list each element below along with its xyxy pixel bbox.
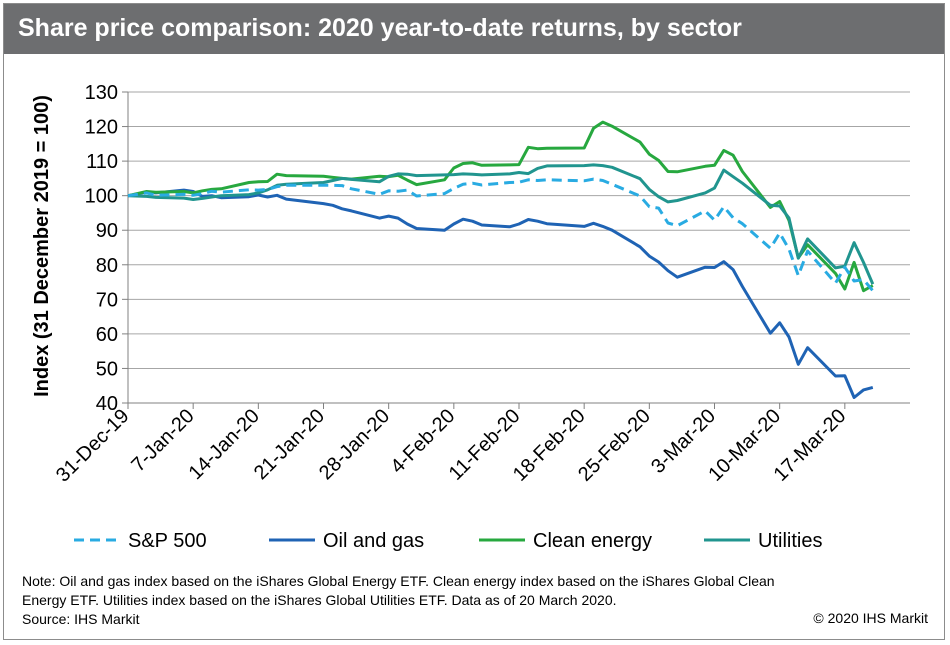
tick-labels: 40506070809010011012013031-Dec-197-Jan-2… xyxy=(52,82,850,487)
legend-label: Clean energy xyxy=(533,530,652,552)
x-tick-label: 14-Jan-20 xyxy=(185,405,264,484)
chart-frame: Share price comparison: 2020 year-to-dat… xyxy=(3,3,945,640)
y-tick-label: 130 xyxy=(85,82,118,104)
line-chart: 40506070809010011012013031-Dec-197-Jan-2… xyxy=(31,82,910,552)
note-line-1: Note: Oil and gas index based on the iSh… xyxy=(22,573,775,589)
x-tick-label: 31-Dec-19 xyxy=(52,405,134,487)
y-tick-label: 90 xyxy=(96,220,118,242)
y-tick-label: 40 xyxy=(96,393,118,415)
chart-title: Share price comparison: 2020 year-to-dat… xyxy=(18,14,742,42)
gridlines xyxy=(128,91,910,404)
y-tick-label: 100 xyxy=(85,186,118,208)
series-line xyxy=(127,188,874,399)
y-tick-label: 50 xyxy=(96,358,118,380)
copyright: © 2020 IHS Markit xyxy=(813,610,928,626)
series-lines xyxy=(127,120,875,399)
x-tick-label: 28-Jan-20 xyxy=(315,405,394,484)
y-axis-label: Index (31 December 2019 = 100) xyxy=(31,95,53,397)
source-line: Source: IHS Markit xyxy=(22,611,140,627)
note-line-2: Energy ETF. Utilities index based on the… xyxy=(22,592,617,608)
legend-label: S&P 500 xyxy=(128,530,207,552)
y-tick-label: 80 xyxy=(96,255,118,277)
title-bar: Share price comparison: 2020 year-to-dat… xyxy=(4,4,944,54)
y-tick-label: 120 xyxy=(85,117,118,139)
axes xyxy=(122,91,910,409)
legend-label: Utilities xyxy=(758,530,822,552)
y-tick-label: 110 xyxy=(86,151,118,173)
series-line xyxy=(127,120,874,293)
series-line xyxy=(127,177,874,292)
y-tick-label: 60 xyxy=(96,324,118,346)
x-tick-label: 21-Jan-20 xyxy=(250,405,329,484)
legend: S&P 500 Oil and gas Clean energy Utilities xyxy=(74,530,822,552)
y-tick-label: 70 xyxy=(96,289,118,311)
series-line xyxy=(127,163,875,285)
footnotes: Note: Oil and gas index based on the iSh… xyxy=(22,572,932,629)
legend-label: Oil and gas xyxy=(323,530,424,552)
